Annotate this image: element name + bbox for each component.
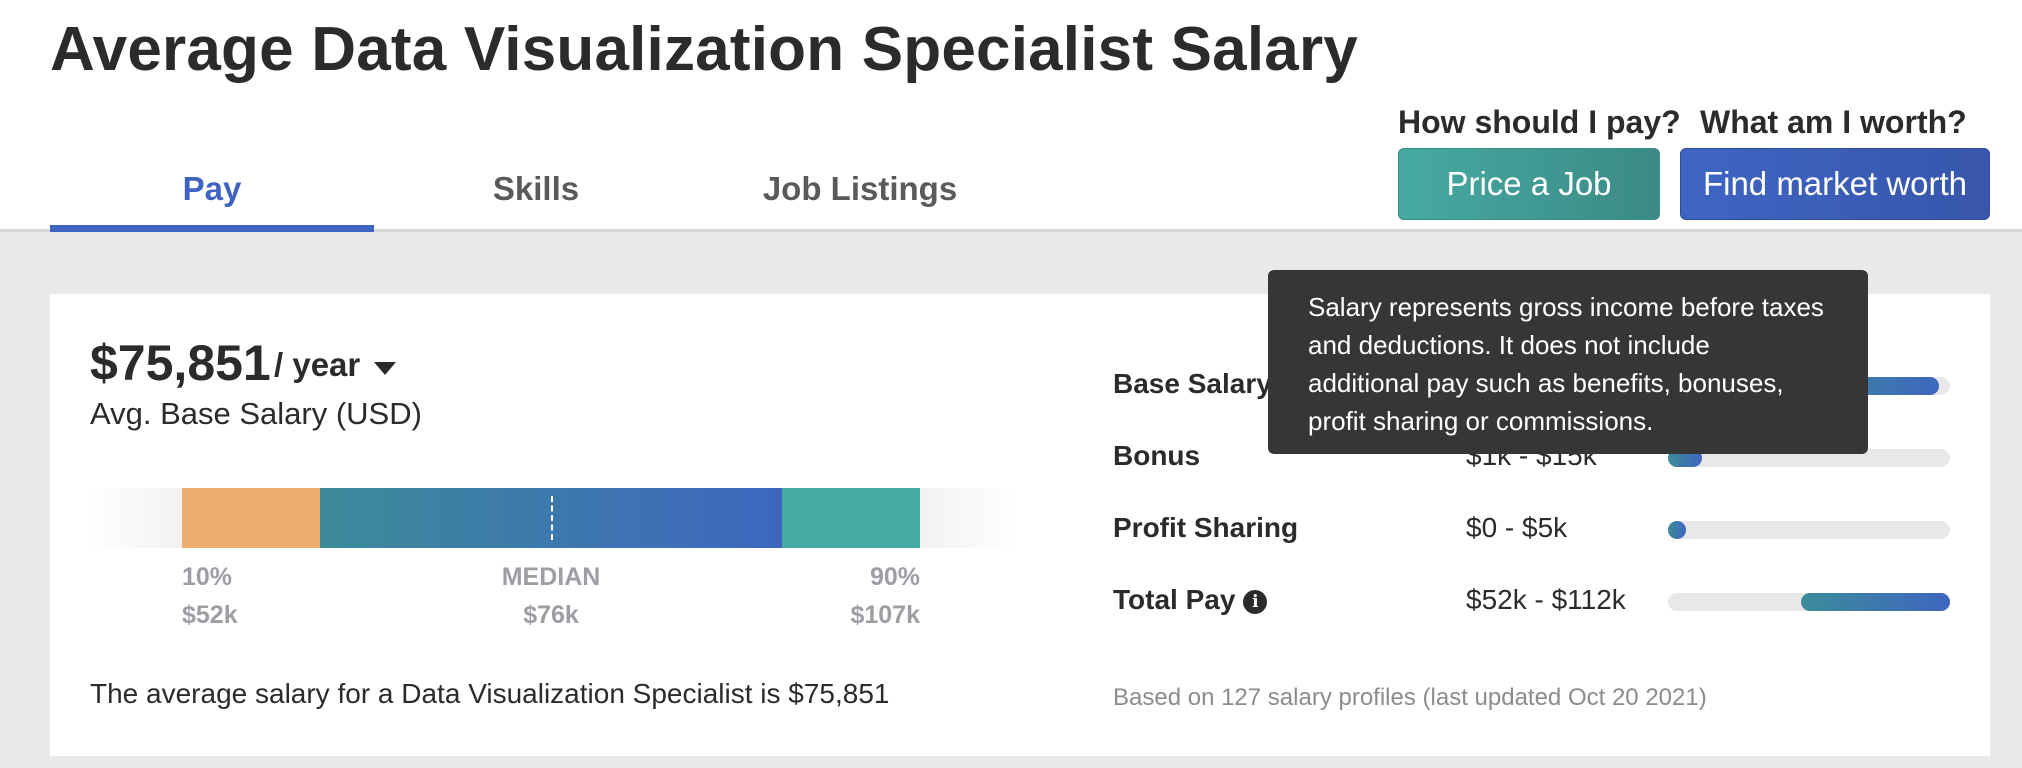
average-salary-amount: $75,851 xyxy=(90,335,271,391)
pay-question-label: How should I pay? xyxy=(1398,104,1681,140)
salary-period-selector[interactable]: / year xyxy=(274,346,361,383)
total-pay-range: $52k - $112k xyxy=(1466,584,1626,615)
price-a-job-button[interactable]: Price a Job xyxy=(1398,148,1660,220)
total-pay-bar xyxy=(1668,593,1950,611)
median-value: $76k xyxy=(523,601,579,629)
tab-skills[interactable]: Skills xyxy=(492,170,580,207)
salary-profiles-footnote: Based on 127 salary profiles (last updat… xyxy=(1113,684,1707,711)
base-salary-tooltip: Salary represents gross income before ta… xyxy=(1268,270,1868,454)
info-icon[interactable]: i xyxy=(1243,590,1268,614)
profit-sharing-label: Profit Sharing xyxy=(1113,512,1299,543)
profit-sharing-bar-fill xyxy=(1668,521,1686,539)
range-segment-high xyxy=(782,488,920,548)
percentile-10-label: 10% xyxy=(182,563,233,591)
find-market-worth-button[interactable]: Find market worth xyxy=(1680,148,1990,220)
tab-job-listings[interactable]: Job Listings xyxy=(762,170,958,207)
header: Average Data Visualization Specialist Sa… xyxy=(0,0,2022,232)
worth-question-label: What am I worth? xyxy=(1700,104,1967,140)
range-segment-low xyxy=(182,488,320,548)
percentile-90-label: 90% xyxy=(869,563,920,591)
profit-sharing-bar xyxy=(1668,521,1950,539)
caret-down-icon[interactable] xyxy=(374,362,396,375)
average-salary-subtitle: Avg. Base Salary (USD) xyxy=(90,396,422,431)
bonus-label: Bonus xyxy=(1113,440,1201,471)
percentile-90-value: $107k xyxy=(850,601,920,629)
salary-summary-text: The average salary for a Data Visualizat… xyxy=(90,678,890,709)
median-label: MEDIAN xyxy=(501,563,601,591)
tab-pay[interactable]: Pay xyxy=(50,164,374,232)
profit-sharing-range: $0 - $5k xyxy=(1466,512,1568,543)
percentile-10-value: $52k xyxy=(182,601,238,629)
page-title: Average Data Visualization Specialist Sa… xyxy=(50,15,1358,84)
total-pay-bar-fill xyxy=(1800,593,1950,611)
total-pay-label: Total Pay i xyxy=(1113,584,1268,616)
median-marker xyxy=(551,496,553,540)
